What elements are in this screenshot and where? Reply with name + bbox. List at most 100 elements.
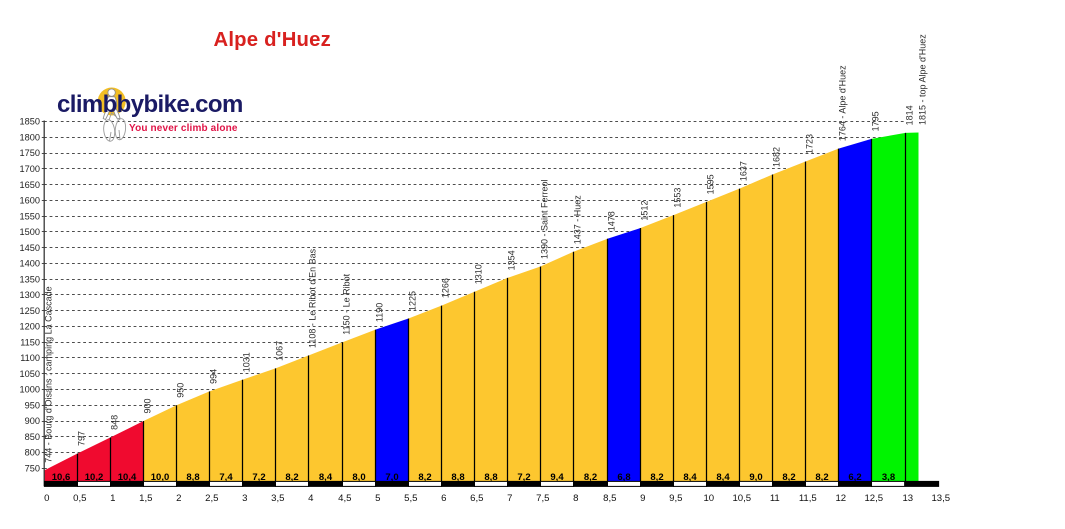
svg-text:climbbybike.com: climbbybike.com [57,91,243,118]
svg-text:11: 11 [770,493,780,504]
svg-text:0,5: 0,5 [73,493,86,504]
svg-text:1682: 1682 [771,147,781,167]
svg-text:9,4: 9,4 [550,472,564,483]
svg-text:1310: 1310 [473,264,483,284]
svg-text:1553: 1553 [672,188,682,208]
svg-text:2,5: 2,5 [205,493,218,504]
svg-text:5: 5 [375,493,380,504]
svg-text:1764 - Alpe d'Huez: 1764 - Alpe d'Huez [837,65,847,141]
svg-text:6,2: 6,2 [848,472,861,483]
svg-text:797: 797 [76,431,86,446]
svg-text:1450: 1450 [20,243,40,253]
svg-text:6: 6 [441,493,446,504]
svg-text:7,4: 7,4 [219,472,233,483]
svg-text:1225: 1225 [407,291,417,311]
svg-text:1500: 1500 [20,227,40,237]
svg-text:750: 750 [25,464,40,474]
svg-text:8,5: 8,5 [603,493,616,504]
svg-text:1550: 1550 [20,211,40,221]
svg-text:0: 0 [44,493,49,504]
svg-text:11,5: 11,5 [799,493,817,504]
svg-text:1650: 1650 [20,180,40,190]
svg-text:13: 13 [902,493,913,504]
svg-text:950: 950 [175,383,185,398]
svg-text:1814: 1814 [904,105,914,125]
svg-text:3,5: 3,5 [271,493,284,504]
svg-text:8,2: 8,2 [650,472,663,483]
svg-text:7,0: 7,0 [385,472,398,483]
svg-text:1390 - Saint Ferreol: 1390 - Saint Ferreol [539,179,549,259]
svg-text:994: 994 [208,369,218,384]
svg-text:9,0: 9,0 [749,472,762,483]
svg-text:1108 - Le Ribot d'En Bas: 1108 - Le Ribot d'En Bas [307,248,317,348]
svg-text:8,2: 8,2 [782,472,795,483]
svg-text:950: 950 [25,400,40,410]
svg-text:1595: 1595 [705,174,715,194]
svg-text:1400: 1400 [20,259,40,269]
svg-text:2: 2 [176,493,181,504]
svg-text:12: 12 [835,493,846,504]
svg-text:1190: 1190 [374,303,384,322]
svg-text:9: 9 [640,493,645,504]
svg-text:1723: 1723 [804,134,814,154]
svg-text:8,8: 8,8 [186,472,199,483]
svg-text:848: 848 [109,415,119,430]
svg-text:8,4: 8,4 [319,472,333,483]
svg-text:8,2: 8,2 [285,472,298,483]
svg-text:1031: 1031 [241,352,251,372]
svg-text:8,4: 8,4 [683,472,697,483]
svg-text:744 - Bourg d'Oisans : camping: 744 - Bourg d'Oisans : camping La Cascad… [43,286,53,462]
svg-text:1200: 1200 [20,322,40,332]
svg-text:1266: 1266 [440,278,450,298]
svg-text:7: 7 [507,493,512,504]
svg-text:1300: 1300 [20,290,40,300]
svg-text:10,4: 10,4 [118,472,137,483]
svg-text:1: 1 [110,493,115,504]
svg-text:4,5: 4,5 [338,493,351,504]
svg-text:1354: 1354 [506,250,516,270]
svg-text:1150: 1150 [20,337,40,347]
svg-text:900: 900 [25,416,40,426]
svg-text:900: 900 [142,398,152,413]
svg-text:1350: 1350 [20,274,40,284]
svg-text:8,4: 8,4 [716,472,730,483]
svg-text:10,5: 10,5 [732,493,751,504]
svg-text:1100: 1100 [20,353,40,363]
svg-text:10: 10 [703,493,714,504]
svg-text:7,2: 7,2 [252,472,265,483]
svg-text:3,8: 3,8 [882,472,895,483]
svg-text:1815 - top Alpe d'Huez: 1815 - top Alpe d'Huez [917,34,927,125]
svg-text:8: 8 [573,493,578,504]
svg-text:1000: 1000 [20,385,40,395]
svg-text:8,2: 8,2 [815,472,828,483]
svg-text:1850: 1850 [20,117,40,127]
svg-text:850: 850 [25,432,40,442]
svg-text:1700: 1700 [20,164,40,174]
svg-text:12,5: 12,5 [864,493,883,504]
svg-text:1,5: 1,5 [139,493,152,504]
svg-text:1067: 1067 [274,341,284,361]
svg-text:Alpe d'Huez: Alpe d'Huez [214,29,331,51]
svg-text:10,2: 10,2 [85,472,104,483]
svg-text:7,5: 7,5 [536,493,549,504]
svg-text:7,2: 7,2 [517,472,530,483]
svg-text:1250: 1250 [20,306,40,316]
svg-text:13,5: 13,5 [931,493,950,504]
svg-text:5,5: 5,5 [404,493,417,504]
svg-text:1800: 1800 [20,132,40,142]
svg-text:1512: 1512 [639,201,649,221]
svg-text:6,8: 6,8 [617,472,630,483]
svg-text:4: 4 [308,493,314,504]
svg-text:1050: 1050 [20,369,40,379]
svg-text:1437 - Huez: 1437 - Huez [572,195,582,245]
svg-text:3: 3 [242,493,247,504]
svg-text:10,0: 10,0 [151,472,170,483]
svg-text:9,5: 9,5 [669,493,682,504]
svg-text:8,2: 8,2 [418,472,431,483]
svg-text:1637: 1637 [738,161,748,181]
svg-text:8,8: 8,8 [484,472,497,483]
svg-text:800: 800 [25,448,40,458]
svg-text:8,0: 8,0 [352,472,365,483]
svg-text:1150 - Le Ribot: 1150 - Le Ribot [341,273,351,334]
svg-text:8,8: 8,8 [451,472,464,483]
